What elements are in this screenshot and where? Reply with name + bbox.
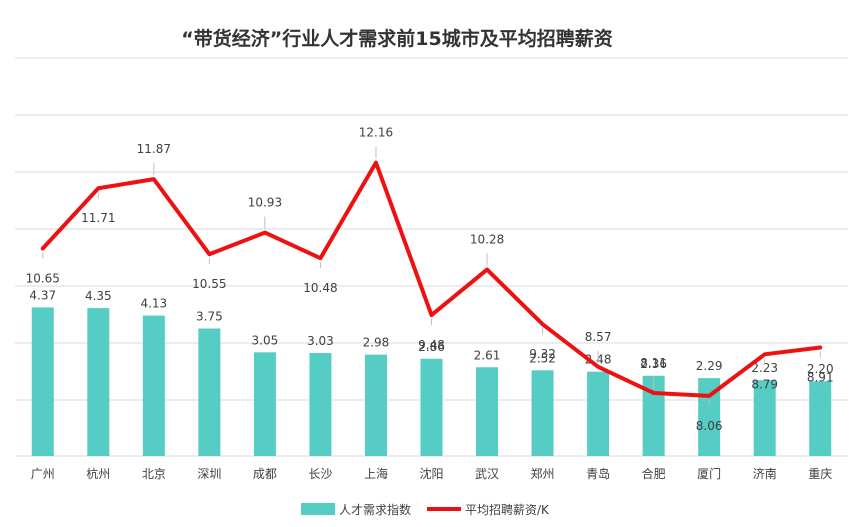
line-value-label: 8.57: [585, 330, 612, 344]
line-value-label: 8.11: [640, 356, 667, 370]
category-label: 广州: [31, 467, 55, 481]
bar-series: [31, 307, 832, 456]
line-value-label: 8.79: [751, 377, 778, 391]
line-value-label: 10.28: [470, 233, 504, 247]
bar: [364, 354, 387, 456]
category-label: 成都: [253, 467, 277, 481]
category-label: 沈阳: [419, 466, 443, 481]
line-path: [40, 160, 823, 398]
category-label: 郑州: [531, 466, 555, 481]
legend-swatch-bars: [301, 503, 335, 515]
legend-label-bars: 人才需求指数: [339, 502, 411, 517]
legend-label-line: 平均招聘薪资/K: [465, 503, 550, 517]
bar: [809, 381, 832, 456]
bar-value-label: 2.52: [529, 351, 556, 365]
category-label: 济南: [753, 466, 777, 481]
category-label: 深圳: [197, 467, 221, 481]
bar-value-label: 2.36: [640, 357, 667, 371]
line-value-label: 10.55: [192, 277, 226, 291]
bar: [31, 307, 54, 456]
bar-value-label: 2.23: [751, 361, 778, 375]
bar-value-label: 2.29: [696, 359, 723, 373]
line-value-label: 10.65: [26, 272, 60, 286]
bar: [198, 328, 221, 456]
line-value-label: 10.48: [303, 281, 337, 295]
category-label: 厦门: [697, 466, 721, 481]
category-label: 合肥: [642, 466, 666, 481]
line-value-label: 12.16: [359, 126, 393, 140]
bar: [753, 380, 776, 456]
bar: [253, 352, 276, 456]
line-value-label: 8.06: [696, 419, 723, 433]
bar: [587, 371, 610, 456]
category-labels: 广州 杭州 北京 深圳 成都 长沙 上海 沈阳 武汉 郑州 青岛 合肥 厦门 济南 重庆: [31, 466, 832, 481]
bar: [420, 358, 443, 456]
chart-title: “带货经济”行业人才需求前15城市及平均招聘薪资: [181, 27, 612, 50]
line-value-label: 9.48: [418, 338, 445, 352]
line-value-label: 9.32: [529, 347, 556, 361]
line-value-label: 10.93: [248, 196, 282, 210]
category-label: 重庆: [808, 467, 832, 481]
category-label: 武汉: [475, 467, 499, 481]
bar-value-label: 2.98: [363, 336, 390, 350]
bar: [142, 315, 165, 456]
bar-value-label: 3.03: [307, 334, 334, 348]
bar: [698, 378, 721, 456]
category-label: 上海: [364, 466, 388, 481]
bar: [531, 370, 554, 456]
line-value-labels: 10.65 11.71 11.87 10.55 10.93 10.48 12.16 9.48 1…: [26, 126, 834, 433]
bar-value-label: 4.37: [29, 288, 56, 302]
category-label: 北京: [142, 467, 166, 481]
bar-value-label: 2.20: [807, 362, 834, 376]
category-label: 杭州: [86, 466, 110, 481]
bar: [476, 367, 499, 456]
line-series: [40, 160, 823, 398]
bar-value-label: 3.75: [196, 310, 223, 324]
bar-value-label: 2.61: [474, 348, 501, 362]
bar: [309, 352, 332, 456]
bar: [87, 308, 110, 456]
line-value-label: 11.87: [137, 142, 171, 156]
bar-value-label: 2.86: [418, 340, 445, 354]
bar: [642, 375, 665, 456]
legend: 人才需求指数 平均招聘薪资/K: [301, 502, 550, 517]
line-value-label: 11.71: [81, 211, 115, 225]
bar-value-label: 4.35: [85, 289, 112, 303]
category-label: 青岛: [586, 466, 610, 481]
bar-value-label: 3.05: [252, 333, 279, 347]
bar-value-labels: 4.37 4.35 4.13 3.75 3.05 3.03 2.98 2.86 2.61 2.52…: [29, 288, 833, 376]
bar-value-label: 4.13: [140, 297, 167, 311]
line-value-label: 8.91: [807, 370, 834, 384]
category-label: 长沙: [308, 467, 332, 481]
